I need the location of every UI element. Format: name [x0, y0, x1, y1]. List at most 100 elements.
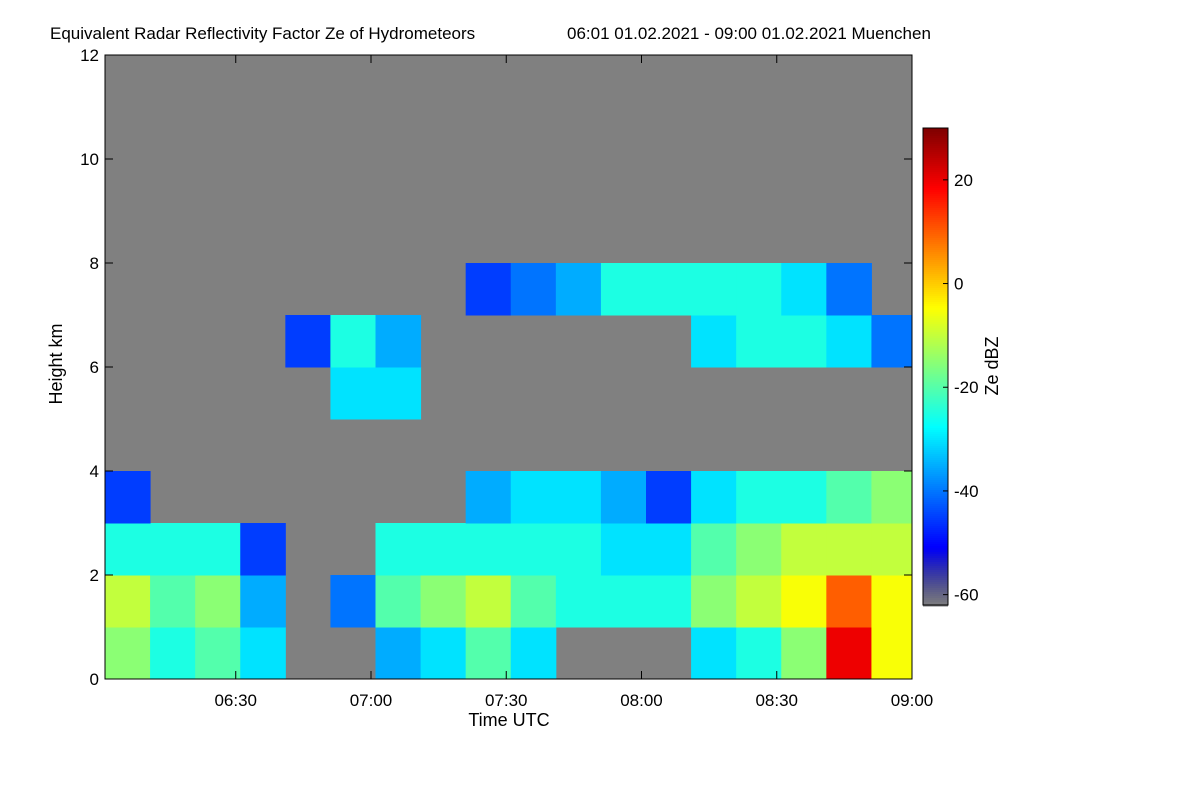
colorbar-strip	[923, 342, 948, 345]
colorbar-strip	[923, 248, 948, 251]
colorbar-strip	[923, 568, 948, 571]
colorbar-strip	[923, 574, 948, 577]
colorbar-strip	[923, 516, 948, 519]
colorbar-strip	[923, 446, 948, 449]
colorbar-strip	[923, 498, 948, 501]
heatmap-cell	[105, 523, 151, 576]
colorbar-strip	[923, 258, 948, 261]
heatmap-cell	[555, 523, 602, 576]
y-tick-label: 8	[90, 254, 99, 273]
colorbar-strip	[923, 374, 948, 377]
heatmap-cell	[871, 523, 913, 576]
colorbar-strip	[923, 144, 948, 147]
heatmap-cell	[646, 523, 692, 576]
colorbar-strip	[923, 202, 948, 205]
colorbar-strip	[923, 238, 948, 241]
colorbar-strip	[923, 560, 948, 563]
colorbar-strip	[923, 146, 948, 149]
heatmap-cell	[330, 575, 377, 628]
colorbar-strip	[923, 512, 948, 515]
heatmap-cell	[195, 523, 241, 576]
colorbar-strip	[923, 480, 948, 483]
colorbar-strip	[923, 408, 948, 411]
colorbar-strip	[923, 434, 948, 437]
colorbar-strip	[923, 350, 948, 353]
y-tick-label: 4	[90, 462, 99, 481]
heatmap-cell	[871, 471, 913, 524]
colorbar-strip	[923, 576, 948, 579]
colorbar-strip	[923, 426, 948, 429]
colorbar-strip	[923, 396, 948, 399]
colorbar-tick-label: 0	[954, 275, 963, 294]
colorbar-strip	[923, 314, 948, 317]
heatmap-cell	[871, 575, 913, 628]
colorbar-strip	[923, 276, 948, 279]
heatmap-cell	[781, 575, 827, 628]
heatmap-cell	[195, 627, 241, 680]
colorbar-strip	[923, 230, 948, 233]
heatmap-cell	[510, 263, 557, 316]
colorbar-strip	[923, 448, 948, 451]
colorbar-strip	[923, 502, 948, 505]
colorbar-strip	[923, 530, 948, 533]
colorbar-strip	[923, 164, 948, 167]
x-axis-title: Time UTC	[468, 710, 549, 730]
heatmap-cell	[555, 575, 602, 628]
colorbar-strip	[923, 584, 948, 587]
heatmap-cell	[240, 627, 286, 680]
colorbar-strip	[923, 332, 948, 335]
colorbar-strip	[923, 278, 948, 281]
heatmap-cell	[781, 627, 827, 680]
colorbar-strip	[923, 200, 948, 203]
colorbar-strip	[923, 292, 948, 295]
colorbar-strip	[923, 328, 948, 331]
colorbar-strip	[923, 450, 948, 453]
heatmap-cell	[826, 523, 872, 576]
colorbar-strip	[923, 554, 948, 557]
colorbar-strip	[923, 444, 948, 447]
colorbar-strip	[923, 212, 948, 215]
colorbar-strip	[923, 524, 948, 527]
heatmap-cell	[465, 627, 512, 680]
colorbar-strip	[923, 134, 948, 137]
colorbar-tick-label: -60	[954, 586, 979, 605]
heatmap-cell	[375, 315, 422, 368]
heatmap-cell	[510, 627, 557, 680]
heatmap-cell	[826, 471, 872, 524]
colorbar-strip	[923, 506, 948, 509]
colorbar-strip	[923, 290, 948, 293]
colorbar-strip	[923, 464, 948, 467]
colorbar-strip	[923, 286, 948, 289]
colorbar-strip	[923, 454, 948, 457]
colorbar-strip	[923, 148, 948, 151]
colorbar-strip	[923, 384, 948, 387]
heatmap-cell	[736, 263, 782, 316]
colorbar-frame	[922, 127, 949, 606]
colorbar-strip	[923, 474, 948, 477]
heatmap-cell	[555, 263, 602, 316]
heatmap-cell	[465, 263, 512, 316]
colorbar-strip	[923, 296, 948, 299]
colorbar-strip	[923, 266, 948, 269]
heatmap-cell	[646, 471, 692, 524]
colorbar-strip	[923, 468, 948, 471]
colorbar-strip	[923, 306, 948, 309]
heatmap-cell	[691, 315, 737, 368]
colorbar-strip	[923, 550, 948, 553]
heatmap-cell	[691, 523, 737, 576]
chart-title: Equivalent Radar Reflectivity Factor Ze …	[50, 24, 475, 43]
colorbar-strip	[923, 470, 948, 473]
colorbar-strip	[923, 272, 948, 275]
colorbar-strip	[923, 594, 948, 597]
colorbar-strip	[923, 366, 948, 369]
colorbar-strip	[923, 176, 948, 179]
colorbar-strip	[923, 370, 948, 373]
colorbar-strip	[923, 412, 948, 415]
heatmap-cell	[736, 471, 782, 524]
colorbar-strip	[923, 358, 948, 361]
heatmap-cell	[691, 471, 737, 524]
heatmap-cell	[691, 263, 737, 316]
colorbar-strip	[923, 442, 948, 445]
heatmap-cell	[646, 575, 692, 628]
